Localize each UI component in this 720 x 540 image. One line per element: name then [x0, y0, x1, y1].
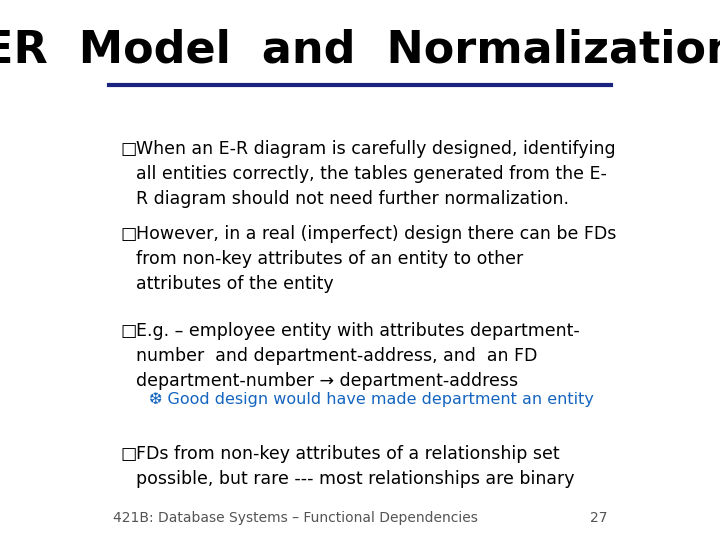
Text: However, in a real (imperfect) design there can be FDs
from non-key attributes o: However, in a real (imperfect) design th… [136, 225, 616, 293]
Text: 421B: Database Systems – Functional Dependencies: 421B: Database Systems – Functional Depe… [113, 511, 478, 525]
Text: FDs from non-key attributes of a relationship set
possible, but rare --- most re: FDs from non-key attributes of a relatio… [136, 445, 575, 488]
Text: □: □ [120, 225, 137, 243]
Text: ❆ Good design would have made department an entity: ❆ Good design would have made department… [149, 392, 594, 407]
Text: 27: 27 [590, 511, 607, 525]
Text: ER  Model  and  Normalization: ER Model and Normalization [0, 29, 720, 71]
Text: E.g. – employee entity with attributes department-
number  and department-addres: E.g. – employee entity with attributes d… [136, 322, 580, 390]
Text: When an E-R diagram is carefully designed, identifying
all entities correctly, t: When an E-R diagram is carefully designe… [136, 140, 616, 208]
Text: □: □ [120, 445, 137, 463]
Text: □: □ [120, 322, 137, 340]
Text: □: □ [120, 140, 137, 158]
